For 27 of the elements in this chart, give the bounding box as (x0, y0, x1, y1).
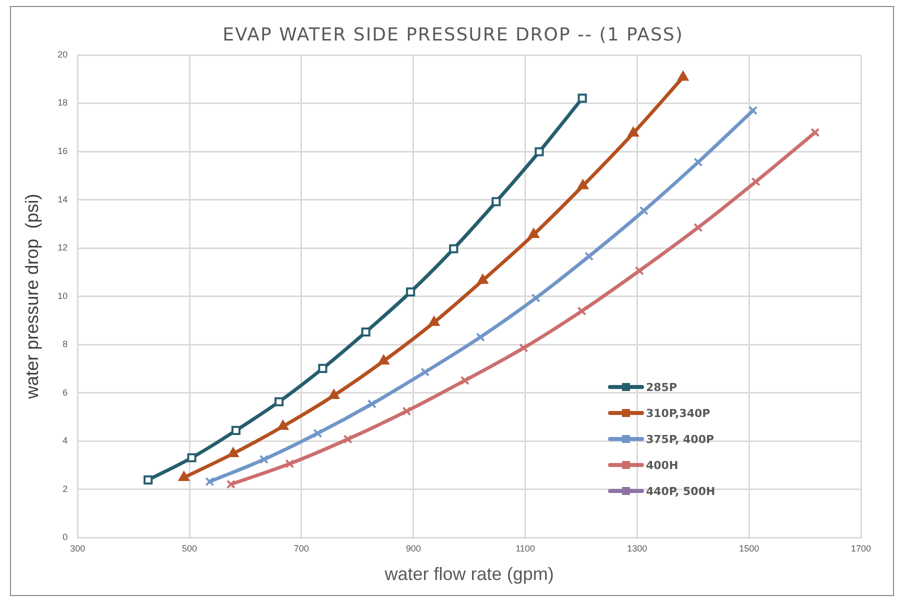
x-axis-title: water flow rate (gpm) (384, 564, 554, 584)
y-tick-label: 8 (62, 339, 68, 350)
y-axis-title: water pressure drop (psi) (22, 194, 42, 400)
legend-label: 400H (646, 458, 678, 472)
y-tick-label: 4 (62, 436, 68, 446)
y-tick-label: 2 (62, 484, 68, 494)
y-tick-label: 14 (58, 194, 68, 204)
y-tick-label: 6 (62, 387, 68, 398)
x-tick-label: 1500 (739, 543, 760, 554)
legend-label: 440P, 500H (646, 484, 716, 498)
x-tick-label: 1300 (627, 543, 648, 554)
y-tick-label: 18 (58, 98, 68, 108)
y-tick-label: 20 (58, 49, 68, 60)
legend-label: 310P,340P (646, 406, 710, 420)
x-tick-label: 900 (406, 543, 421, 554)
legend-label: 285P (646, 380, 678, 394)
x-tick-label: 500 (182, 543, 198, 554)
y-tick-label: 10 (58, 290, 68, 301)
legend-label: 375P, 400P (646, 432, 714, 446)
x-tick-label: 1700 (850, 543, 872, 554)
chart-title: EVAP WATER SIDE PRESSURE DROP -- (1 PASS) (222, 24, 684, 46)
x-tick-label: 700 (294, 543, 309, 554)
y-tick-label: 12 (58, 242, 68, 253)
x-tick-label: 300 (70, 543, 86, 554)
y-tick-label: 16 (58, 146, 68, 156)
y-tick-label: 0 (62, 532, 68, 542)
x-tick-label: 1100 (516, 543, 535, 554)
